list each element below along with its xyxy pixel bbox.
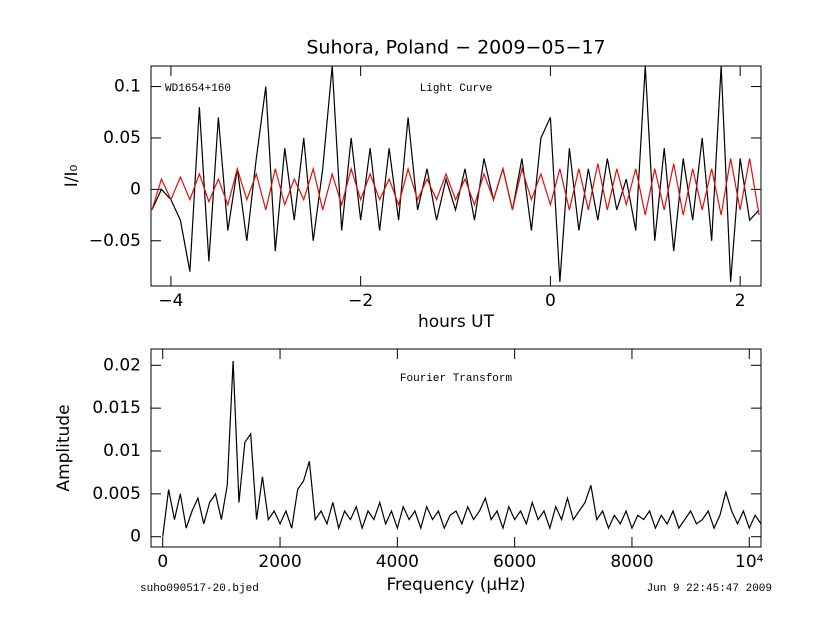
x-axis-label: hours UT: [418, 312, 495, 332]
panel-label: Fourier Transform: [400, 373, 513, 385]
plot-frame: [150, 65, 762, 287]
x-axis-label: Frequency (μHz): [386, 575, 525, 595]
chart-title: Suhora, Poland − 2009−05−17: [306, 37, 605, 59]
x-tick-label: −2: [348, 291, 373, 311]
x-tick-label: 4000: [376, 552, 419, 572]
y-tick-label: 0.015: [92, 398, 141, 418]
x-tick-label: −4: [158, 291, 183, 311]
panel-label: Light Curve: [420, 83, 493, 95]
y-tick-label: 0.05: [103, 128, 141, 148]
y-tick-label: 0.005: [92, 484, 141, 504]
star-label: WD1654+160: [165, 83, 231, 95]
x-tick-label: 2: [735, 291, 746, 311]
footnote: suho090517-20.bjed: [140, 583, 259, 595]
y-axis-label: Amplitude: [54, 404, 74, 491]
x-tick-label: 0: [545, 291, 556, 311]
footnote: Jun 9 22:45:47 2009: [647, 583, 772, 595]
x-tick-label: 6000: [493, 552, 536, 572]
series-line: [162, 360, 761, 537]
y-tick-label: −0.05: [89, 231, 141, 251]
plot-frame: [150, 348, 762, 548]
x-tick-label: 8000: [610, 552, 653, 572]
y-axis-label: I/I₀: [62, 165, 82, 188]
y-tick-label: 0: [130, 527, 141, 547]
series-line: [151, 158, 760, 216]
y-tick-label: 0: [130, 179, 141, 199]
x-tick-label: 0: [157, 552, 168, 572]
y-tick-label: 0.01: [103, 441, 141, 461]
y-tick-label: 0.02: [103, 355, 141, 375]
series-line: [151, 66, 760, 282]
x-tick-label: 10⁴: [735, 552, 764, 572]
x-tick-label: 2000: [258, 552, 301, 572]
y-tick-label: 0.1: [114, 77, 141, 97]
